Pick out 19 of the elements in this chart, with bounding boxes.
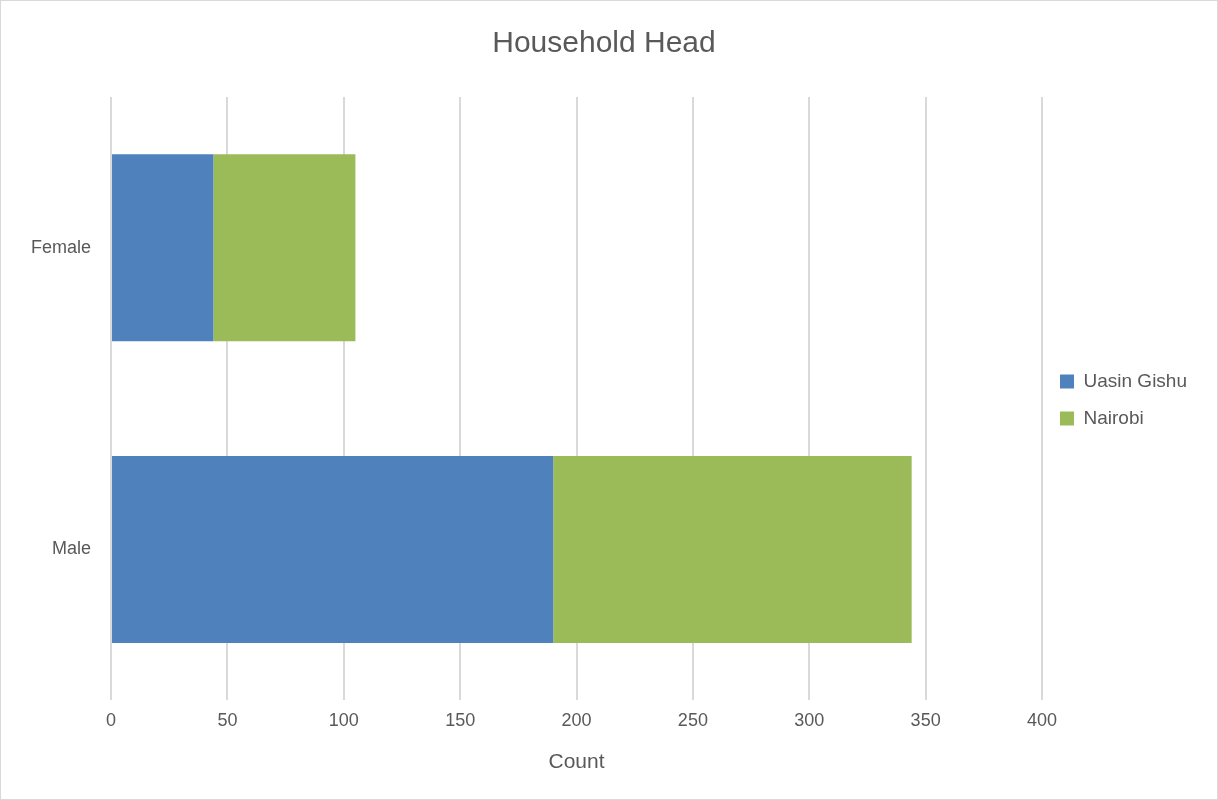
y-tick-label: Female: [30, 236, 92, 257]
bar: [112, 154, 214, 342]
y-tick-label: Male: [52, 538, 92, 559]
x-tick-label: 300: [794, 709, 825, 730]
chart-title: Household Head: [492, 25, 716, 59]
bar: [112, 455, 554, 643]
bar: [553, 455, 912, 643]
legend-label: Uasin Gishu: [1083, 369, 1188, 391]
x-tick-label: 200: [561, 709, 592, 730]
legend-label: Nairobi: [1083, 406, 1144, 428]
x-tick-label: 100: [328, 709, 359, 730]
x-axis-title: Count: [548, 749, 605, 773]
x-tick-label: 250: [677, 709, 708, 730]
x-tick-label: 400: [1026, 709, 1058, 730]
x-tick-label: 150: [445, 709, 476, 730]
x-tick-label: 0: [106, 709, 117, 730]
x-tick-label: 50: [217, 709, 238, 730]
x-tick-label: 350: [910, 709, 941, 730]
bar: [213, 154, 356, 342]
